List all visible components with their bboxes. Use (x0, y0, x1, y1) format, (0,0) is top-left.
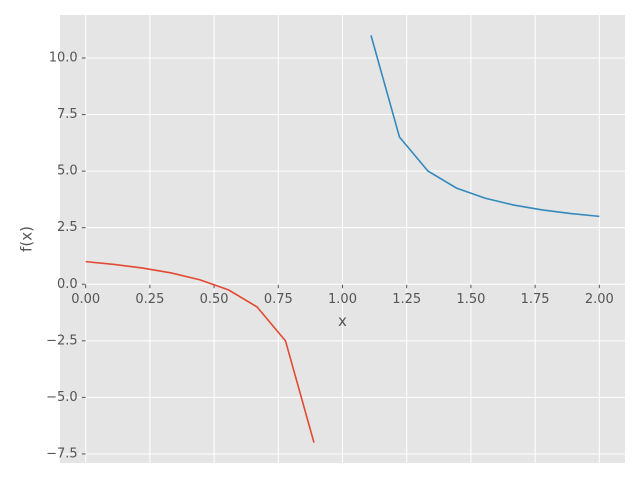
y-tick-label: −7.5 (46, 446, 78, 461)
x-tick-label: 0.50 (200, 292, 229, 307)
line-series (370, 35, 600, 218)
y-tick-label: 7.5 (57, 107, 78, 122)
y-tick-label: 10.0 (49, 50, 78, 65)
x-tick-label: 0.00 (71, 292, 100, 307)
y-axis-label: f(x) (18, 226, 36, 252)
x-tick-label: 2.00 (585, 292, 614, 307)
y-tick-label: 5.0 (57, 164, 78, 179)
x-tick-label: 0.75 (264, 292, 293, 307)
x-tick-label: 1.75 (521, 292, 550, 307)
x-tick-label: 1.50 (456, 292, 485, 307)
line-series (85, 260, 315, 443)
y-tick-label: 0.0 (57, 277, 78, 292)
x-tick-label: 1.25 (392, 292, 421, 307)
x-tick-label: 1.00 (328, 292, 357, 307)
x-tick-label: 0.25 (135, 292, 164, 307)
y-tick-label: −2.5 (46, 333, 78, 348)
y-tick-label: −5.0 (46, 390, 78, 405)
y-tick-label: 2.5 (57, 220, 78, 235)
x-axis-label: x (338, 312, 347, 330)
